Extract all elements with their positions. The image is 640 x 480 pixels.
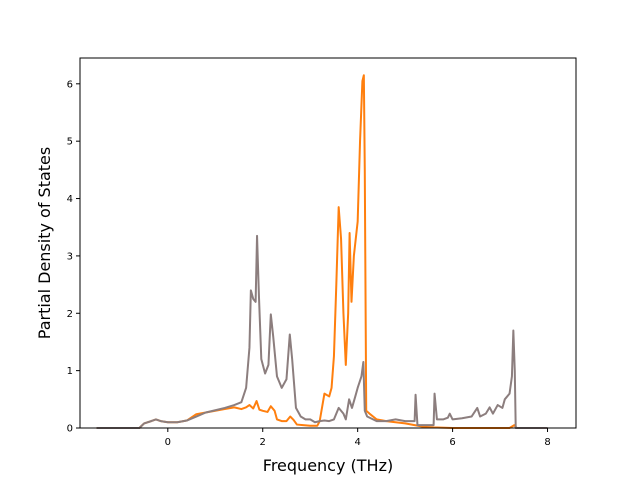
x-tick-label: 4	[354, 437, 360, 448]
series-layer	[96, 74, 548, 429]
series-line-2	[96, 234, 548, 429]
y-tick-label: 6	[67, 79, 73, 90]
x-tick-label: 2	[260, 437, 266, 448]
y-tick-label: 1	[67, 366, 73, 377]
y-axis-title: Partial Density of States	[35, 147, 54, 339]
x-tick-label: 0	[165, 437, 171, 448]
y-tick-label: 0	[67, 424, 73, 435]
x-tick-label: 6	[449, 437, 455, 448]
x-axis: 0 2 4 6 8	[165, 428, 551, 448]
x-axis-title: Frequency (THz)	[263, 456, 393, 475]
y-tick-label: 3	[67, 251, 73, 262]
plot-frame	[79, 57, 577, 429]
y-axis: 0 1 2 3 4 5 6	[67, 79, 80, 435]
y-tick-label: 2	[67, 309, 73, 320]
y-tick-label: 5	[67, 137, 73, 148]
x-tick-label: 8	[544, 437, 550, 448]
y-tick-label: 4	[67, 194, 73, 205]
